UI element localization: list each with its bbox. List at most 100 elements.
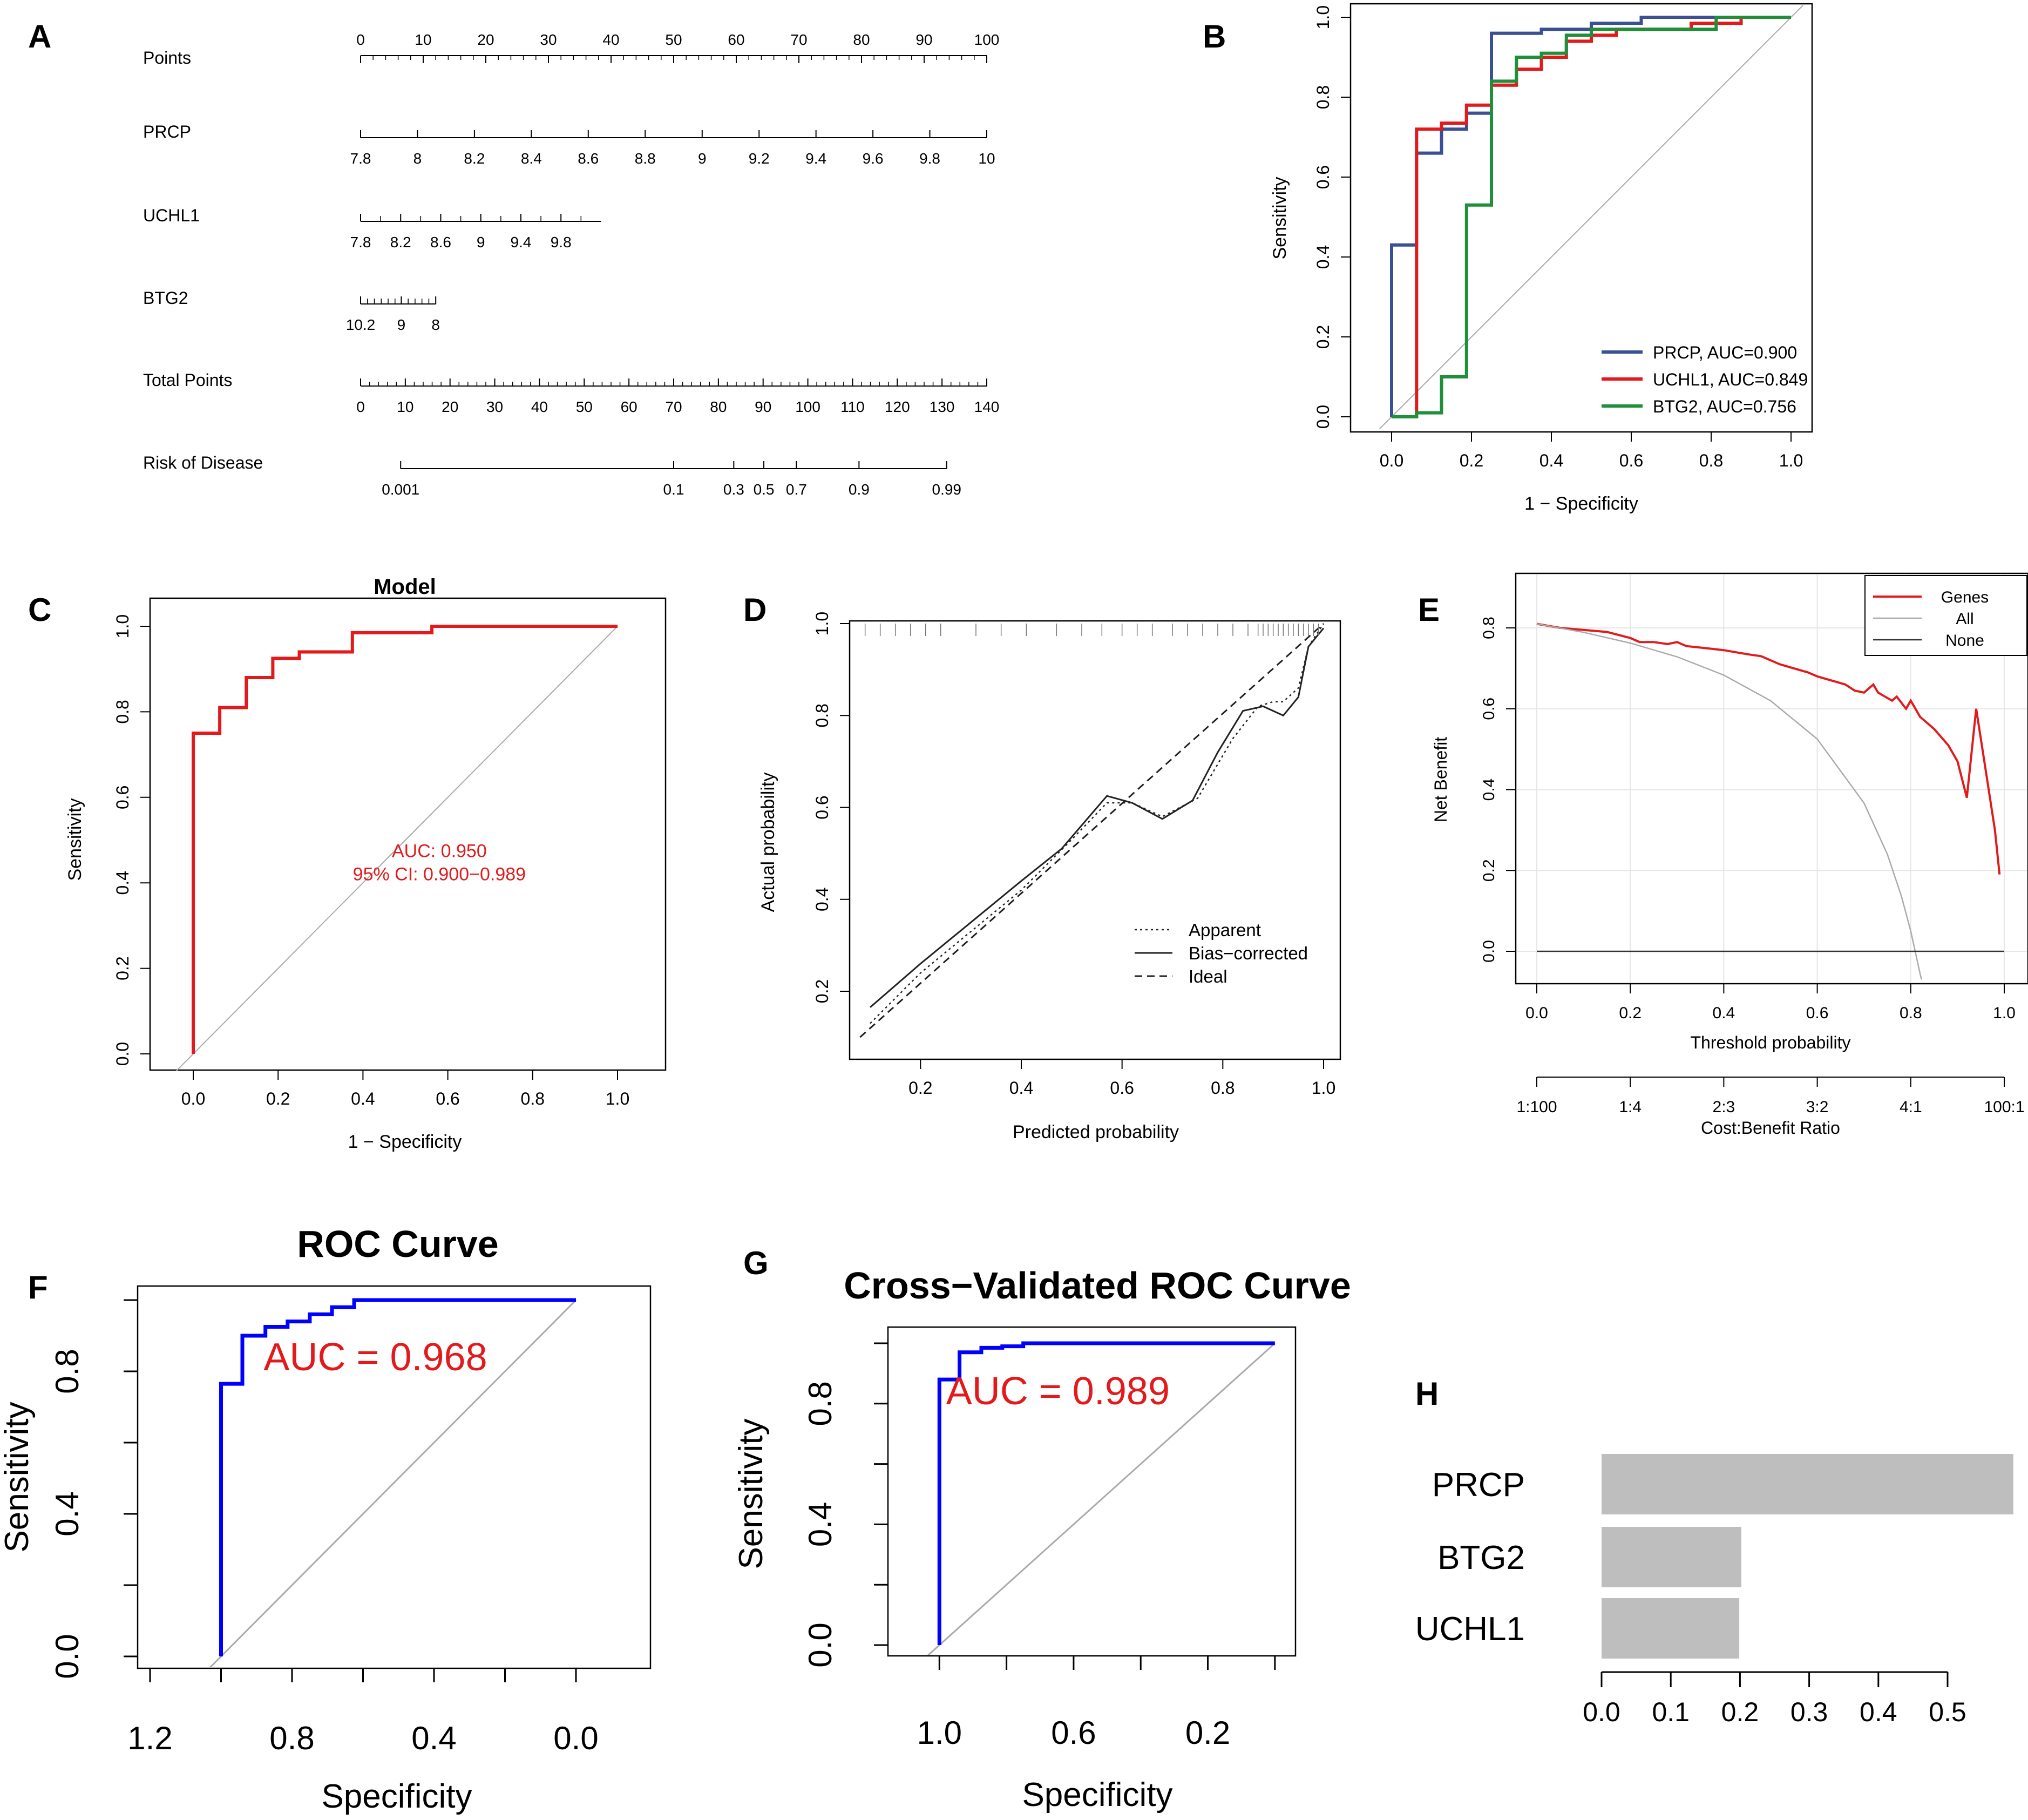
- cost-benefit-tick-label: 3:2: [1806, 1098, 1829, 1116]
- bar-label: BTG2: [1437, 1539, 1525, 1577]
- x-tick-label: 0.8: [269, 1720, 314, 1756]
- bar-label: PRCP: [1432, 1466, 1525, 1504]
- panel-g-cv-roc-curve-frame: [887, 1326, 1297, 1657]
- x-tick-label: 0.0: [553, 1720, 598, 1756]
- y-tick-label: 0.6: [113, 786, 132, 809]
- panel-d-calibration: 0.2 0.4 0.6 0.8 1.0 0.2 0.4 0.6 0.8 1.0 Predicted …: [758, 612, 1341, 1142]
- nomogram-row-risk-of-disease-tick-label: 0.1: [663, 481, 684, 498]
- nomogram-row-risk-of-disease-tick-label: 0.7: [786, 481, 807, 498]
- auc-annotation: AUC = 0.989: [946, 1370, 1170, 1413]
- x-tick-label: 0.6: [1619, 451, 1643, 470]
- y-axis-label: Sensitivity: [0, 1402, 36, 1552]
- nomogram-row-points-tick-label: 40: [602, 31, 619, 48]
- y-tick-label: 0.0: [802, 1622, 838, 1667]
- y-tick-label: 0.0: [1313, 405, 1333, 429]
- x-tick-label: 0.0: [181, 1089, 205, 1108]
- x-axis-label: Specificity: [321, 1778, 472, 1815]
- x-tick-label: 0.4: [1860, 1697, 1897, 1727]
- y-tick-label: 0.4: [1313, 245, 1333, 269]
- nomogram-row-total-points-tick-label: 100: [795, 398, 820, 415]
- y-tick-label: 0.2: [113, 956, 132, 980]
- nomogram-row-total-points-tick-label: 90: [755, 398, 771, 415]
- nomogram-row-btg2-label: BTG2: [143, 288, 188, 308]
- nomogram-row-points-tick-label: 90: [915, 31, 932, 48]
- y-tick-label: 0.0: [49, 1634, 85, 1679]
- panel-letter-d: D: [743, 592, 767, 628]
- roc-line: [937, 1341, 1275, 1645]
- nomogram-row-total-points-tick-label: 0: [356, 398, 365, 415]
- y-tick-label: 1.0: [1313, 5, 1333, 29]
- y-tick-label: 0.4: [49, 1491, 85, 1536]
- y-tick-label: 0.4: [812, 888, 832, 911]
- legend-entry: UCHL1, AUC=0.849: [1653, 370, 1808, 389]
- nomogram-row-prcp-tick-label: 9.6: [863, 150, 884, 167]
- nomogram-row-points-tick-label: 100: [974, 31, 1000, 48]
- nomogram-row-points-tick-label: 70: [790, 31, 807, 48]
- panel-letter-b: B: [1203, 18, 1226, 55]
- y-tick-label: 0.2: [1480, 859, 1498, 882]
- panel-letter-a: A: [28, 18, 51, 55]
- y-tick-label: 0.8: [1313, 85, 1333, 109]
- x-tick-label: 0.0: [1525, 1004, 1548, 1022]
- y-axis-label: Sensitivity: [1270, 177, 1290, 259]
- nomogram-row-total-points-tick-label: 130: [930, 398, 955, 415]
- nomogram-row-risk-of-disease-tick-label: 0.9: [849, 481, 870, 498]
- nomogram-row-risk-of-disease-tick-label: 0.3: [723, 481, 744, 498]
- y-tick-label: 0.8: [802, 1381, 838, 1426]
- nomogram-row-uchl1-tick-label: 7.8: [350, 234, 371, 251]
- x-tick-label: 0.4: [1713, 1004, 1735, 1022]
- nomogram-row-points-tick-label: 0: [356, 31, 365, 48]
- calibration-line-solid: [870, 627, 1325, 1008]
- x-axis-label: 1 − Specificity: [1524, 493, 1638, 514]
- y-tick-label: 0.6: [1313, 165, 1333, 189]
- nomogram-row-total-points-label: Total Points: [143, 370, 232, 390]
- y-axis-label: Sensitivity: [65, 798, 85, 881]
- panel-f-roc-curve-frame: [137, 1285, 652, 1669]
- nomogram-row-points-tick-label: 20: [477, 31, 494, 48]
- auc-annotation: AUC = 0.968: [263, 1336, 487, 1379]
- panel-e-decision-curve: 0.0 0.2 0.4 0.6 0.8 1.0 0.0 0.2 0.4 0.6 0.8 Thresho…: [1431, 572, 2028, 1138]
- nomogram-row-prcp-tick-label: 8: [413, 150, 422, 167]
- bar-uchl1: [1602, 1598, 1740, 1659]
- legend-entry: None: [1945, 632, 1984, 649]
- nomogram-row-btg2-tick-label: 10.2: [346, 316, 376, 333]
- legend-entry: All: [1956, 610, 1973, 628]
- x-tick-label: 0.6: [436, 1089, 459, 1108]
- x-tick-label: 0.8: [521, 1089, 545, 1108]
- x-tick-label: 1.0: [606, 1089, 629, 1108]
- nomogram-row-total-points-tick-label: 30: [486, 398, 503, 415]
- chart-title: Model: [374, 575, 436, 599]
- y-tick-label: 0.4: [1480, 779, 1498, 801]
- x-tick-label: 0.0: [1380, 451, 1403, 470]
- nomogram-row-prcp-tick-label: 7.8: [350, 150, 371, 167]
- x-tick-label: 0.2: [908, 1078, 932, 1098]
- y-tick-label: 0.2: [812, 979, 832, 1003]
- y-axis-label: Sensitivity: [732, 1418, 770, 1569]
- nomogram-row-total-points-tick-label: 50: [576, 398, 593, 415]
- y-tick-label: 1.0: [113, 614, 132, 638]
- auc-annotation: 95% CI: 0.900−0.989: [353, 864, 526, 885]
- nomogram-row-uchl1-tick-label: 8.6: [430, 234, 451, 251]
- y-tick-label: 0.2: [1313, 325, 1333, 349]
- legend-entry: Bias−corrected: [1189, 943, 1308, 963]
- x-tick-label: 0.4: [411, 1720, 456, 1756]
- y-tick-label: 0.0: [113, 1042, 132, 1066]
- y-tick-label: 0.8: [1480, 617, 1498, 639]
- nomogram-row-total-points-tick-label: 120: [885, 398, 910, 415]
- y-tick-label: 0.6: [1480, 698, 1498, 720]
- x-tick-label: 0.6: [1806, 1004, 1829, 1022]
- nomogram-row-prcp-tick-label: 10: [978, 150, 995, 167]
- y-tick-label: 0.0: [1480, 940, 1498, 963]
- nomogram-row-points-tick-label: 30: [540, 31, 557, 48]
- x-tick-label: 0.2: [1185, 1715, 1230, 1751]
- cost-benefit-tick-label: 2:3: [1713, 1098, 1735, 1116]
- panel-letter-h: H: [1415, 1376, 1439, 1412]
- calibration-line-dashed: [859, 623, 1324, 1038]
- x-tick-label: 1.0: [1779, 451, 1803, 470]
- nomogram-row-points-tick-label: 10: [415, 31, 431, 48]
- panel-d-calibration-frame: [849, 620, 1341, 1060]
- nomogram-row-prcp-tick-label: 8.8: [635, 150, 656, 167]
- plot-area: [1536, 623, 2004, 980]
